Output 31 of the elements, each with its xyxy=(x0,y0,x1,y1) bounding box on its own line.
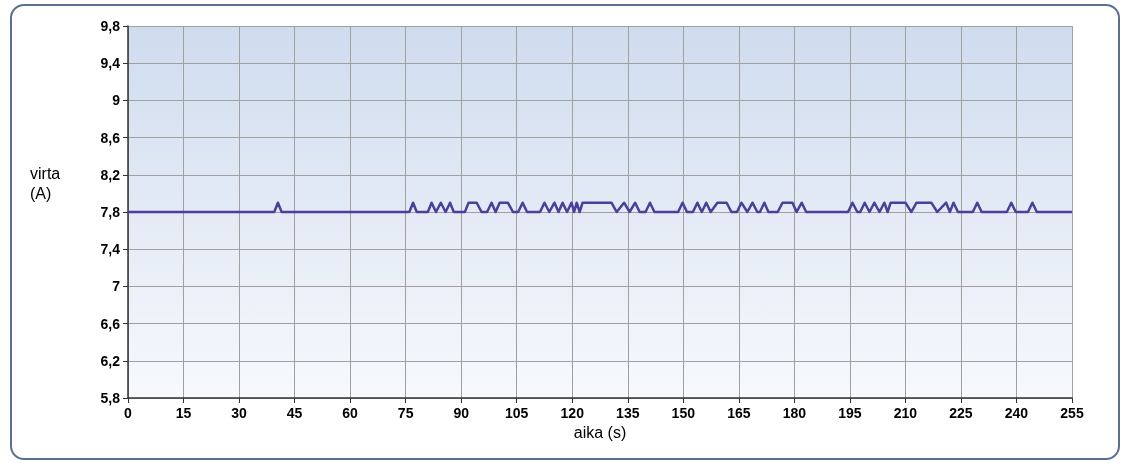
x-tick-label: 150 xyxy=(671,405,696,421)
x-tick-label: 60 xyxy=(342,405,359,421)
x-tick-label: 165 xyxy=(727,405,751,421)
y-tick-label: 7,4 xyxy=(100,241,121,258)
x-tick-label: 255 xyxy=(1060,405,1084,421)
y-tick-label: 5,8 xyxy=(100,390,121,406)
x-tick-label: 15 xyxy=(175,405,192,421)
x-tick-label: 180 xyxy=(782,405,807,421)
y-tick-label: 8,2 xyxy=(100,166,121,183)
x-tick-label: 120 xyxy=(560,405,585,421)
x-tick-label: 45 xyxy=(286,405,303,421)
x-tick-label: 210 xyxy=(893,405,918,421)
y-tick-label: 8,6 xyxy=(100,129,121,146)
y-tick-label: 7 xyxy=(112,278,121,295)
x-tick-label: 105 xyxy=(505,405,529,421)
y-axis-title: virta (A) xyxy=(30,164,61,202)
y-tick-label: 9,8 xyxy=(100,18,121,34)
y-tick-label: 6,6 xyxy=(100,315,121,332)
y-tick-label: 9 xyxy=(112,92,121,109)
x-tick-label: 195 xyxy=(838,405,862,421)
x-tick-label: 30 xyxy=(231,405,248,421)
x-axis-title: aika (s) xyxy=(573,424,627,442)
x-tick-label: 0 xyxy=(124,405,133,421)
x-tick-label: 90 xyxy=(453,405,470,421)
x-tick-label: 75 xyxy=(397,405,414,421)
x-tick-label: 240 xyxy=(1004,405,1029,421)
x-tick-label: 225 xyxy=(949,405,973,421)
y-tick-label: 7,8 xyxy=(100,204,121,220)
x-tick-label: 135 xyxy=(616,405,640,421)
y-tick-label: 9,4 xyxy=(100,55,121,72)
y-tick-label: 6,2 xyxy=(100,352,121,369)
